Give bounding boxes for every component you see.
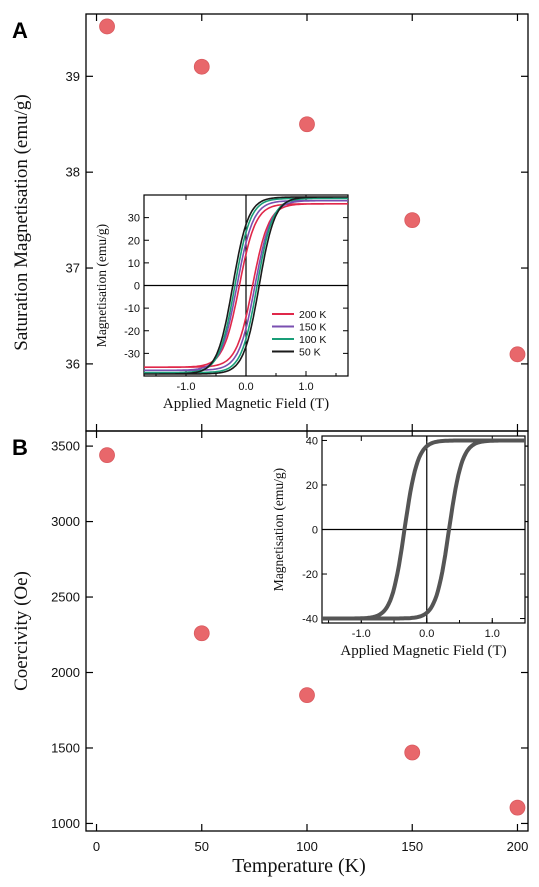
inset-y-tick-label: 0 bbox=[134, 281, 140, 293]
y-tick-label: 36 bbox=[66, 356, 80, 371]
legend-label: 50 K bbox=[299, 347, 321, 359]
panel-label-b: B bbox=[12, 435, 28, 460]
data-point bbox=[100, 448, 115, 463]
inset-y-axis-label: Magnetisation (emu/g) bbox=[271, 468, 286, 591]
y-tick-label: 3000 bbox=[51, 514, 80, 529]
inset-y-tick-label: 30 bbox=[128, 213, 140, 225]
data-point bbox=[300, 688, 315, 703]
inset-y-tick-label: 20 bbox=[128, 235, 140, 247]
x-tick-label: 200 bbox=[507, 839, 529, 854]
x-tick-label: 150 bbox=[401, 839, 423, 854]
legend-label: 100 K bbox=[299, 334, 326, 346]
data-point bbox=[194, 59, 209, 74]
y-tick-label: 37 bbox=[66, 261, 80, 276]
inset-y-tick-label: 20 bbox=[306, 480, 318, 492]
x-axis-label: Temperature (K) bbox=[232, 855, 366, 877]
y-tick-label: 2000 bbox=[51, 665, 80, 680]
inset-x-tick-label: 0.0 bbox=[419, 628, 434, 640]
y-tick-label: 3500 bbox=[51, 439, 80, 454]
inset-x-tick-label: 1.0 bbox=[485, 628, 500, 640]
y-axis-label: Coercivity (Oe) bbox=[11, 571, 32, 691]
inset-x-tick-label: 1.0 bbox=[298, 381, 313, 393]
data-point bbox=[405, 213, 420, 228]
data-point bbox=[194, 626, 209, 641]
y-axis-label: Saturation Magnetisation (emu/g) bbox=[11, 94, 32, 350]
inset-x-tick-label: -1.0 bbox=[352, 628, 371, 640]
inset-x-axis-label: Applied Magnetic Field (T) bbox=[163, 396, 329, 412]
inset-b: -1.0 0.0 1.0 -40 -20 0 20 40 Magnetisation (emu/… bbox=[271, 435, 525, 659]
legend-label: 150 K bbox=[299, 322, 326, 334]
inset-y-tick-label: -20 bbox=[124, 326, 140, 338]
x-tick-label: 0 bbox=[93, 839, 100, 854]
inset-y-tick-label: -10 bbox=[124, 303, 140, 315]
inset-y-tick-label: 0 bbox=[312, 525, 318, 537]
inset-y-tick-label: -40 bbox=[302, 614, 318, 626]
y-tick-label: 38 bbox=[66, 165, 80, 180]
x-tick-label: 50 bbox=[195, 839, 209, 854]
inset-y-axis-label: Magnetisation (emu/g) bbox=[94, 224, 109, 347]
data-point bbox=[510, 347, 525, 362]
inset-a: -1.0 0.0 1.0 -30 -20 -10 0 10 20 30 Magnetisation … bbox=[94, 195, 348, 412]
data-point bbox=[100, 19, 115, 34]
inset-x-tick-label: 0.0 bbox=[238, 381, 253, 393]
data-point bbox=[300, 117, 315, 132]
y-tick-label: 1500 bbox=[51, 740, 80, 755]
y-tick-label: 1000 bbox=[51, 816, 80, 831]
inset-y-tick-label: 40 bbox=[306, 435, 318, 447]
data-point bbox=[405, 745, 420, 760]
y-tick-label: 39 bbox=[66, 69, 80, 84]
x-tick-label: 100 bbox=[296, 839, 318, 854]
y-tick-label: 2500 bbox=[51, 590, 80, 605]
data-point bbox=[510, 800, 525, 815]
inset-x-axis-label: Applied Magnetic Field (T) bbox=[340, 643, 506, 659]
panel-label-a: A bbox=[12, 18, 28, 43]
inset-y-tick-label: 10 bbox=[128, 258, 140, 270]
legend-label: 200 K bbox=[299, 309, 326, 321]
inset-x-tick-label: -1.0 bbox=[177, 381, 196, 393]
inset-y-tick-label: -30 bbox=[124, 348, 140, 360]
inset-y-tick-label: -20 bbox=[302, 569, 318, 581]
